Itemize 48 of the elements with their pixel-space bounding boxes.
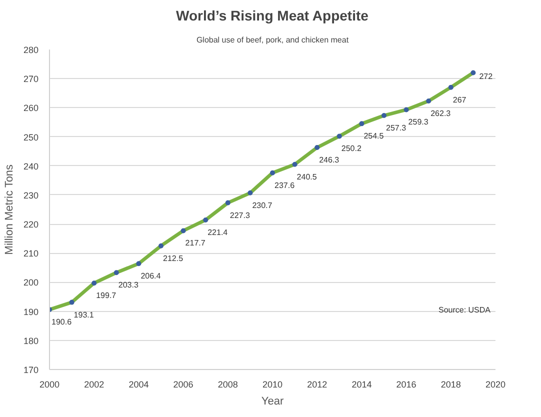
x-tick-label: 2018 [440, 380, 461, 390]
chart-title: World’s Rising Meat Appetite [176, 8, 369, 24]
y-tick-label: 240 [23, 161, 39, 172]
data-label: 199.7 [96, 291, 117, 300]
data-label: 203.3 [118, 280, 139, 290]
data-label: 212.5 [163, 254, 184, 263]
x-tick-label: 2008 [218, 380, 238, 390]
x-tick-label: 2000 [39, 380, 60, 390]
data-label: 193.1 [74, 310, 94, 320]
x-tick-label: 2016 [396, 380, 416, 390]
y-tick-label: 280 [23, 45, 39, 55]
y-tick-label: 250 [23, 132, 39, 142]
x-tick-label: 2010 [262, 380, 283, 390]
y-tick-label: 270 [23, 74, 39, 84]
data-label: 254.5 [364, 132, 384, 141]
y-tick-label: 210 [23, 248, 39, 259]
annotation: Source: USDA [438, 306, 492, 314]
data-label: 206.4 [140, 272, 162, 281]
data-label: 257.3 [386, 124, 407, 133]
x-axis-title: Year [261, 396, 284, 408]
data-label: 217.7 [185, 238, 206, 248]
data-label: 227.3 [230, 210, 250, 220]
data-label: 240.5 [296, 172, 318, 182]
data-label: 246.3 [319, 156, 340, 165]
y-tick-label: 230 [23, 190, 39, 200]
x-tick-label: 2004 [128, 380, 149, 390]
chart-subtitle: Global use of beef, pork, and chicken meat [196, 36, 350, 44]
data-label: 272 [479, 72, 494, 81]
data-label: 267 [452, 95, 467, 104]
x-tick-label: 2006 [173, 380, 194, 390]
y-tick-label: 170 [23, 365, 39, 375]
y-tick-label: 220 [23, 220, 39, 230]
x-tick-label: 2002 [84, 380, 104, 390]
data-label: 262.3 [430, 108, 452, 118]
data-label: 221.4 [208, 228, 228, 237]
y-tick-label: 200 [23, 278, 39, 288]
x-tick-label: 2014 [352, 380, 372, 390]
data-label: 237.6 [274, 180, 296, 190]
x-tick-label: 2012 [307, 380, 328, 390]
y-tick-label: 190 [23, 306, 39, 317]
data-label: 190.6 [52, 318, 72, 327]
data-label: 230.7 [252, 200, 273, 210]
y-tick-label: 180 [23, 336, 39, 346]
y-tick-label: 260 [23, 103, 39, 114]
data-label: 250.2 [341, 144, 362, 154]
x-tick-label: 2020 [485, 380, 506, 390]
y-axis-title: Million Metric Tons [3, 164, 16, 255]
data-label: 259.3 [408, 118, 429, 127]
